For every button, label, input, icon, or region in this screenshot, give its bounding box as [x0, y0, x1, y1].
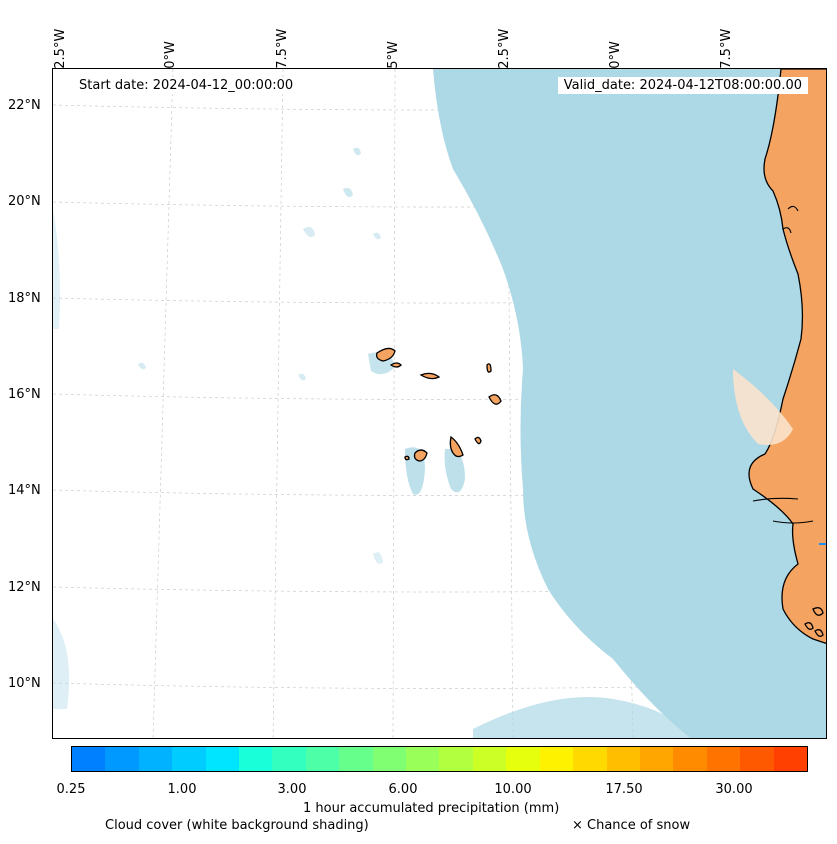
- meridian-25w: [392, 69, 396, 738]
- cloud-strip-west-2: [53, 619, 70, 709]
- colorbar-swatch-8: [339, 747, 373, 771]
- lat-label-20n: 20°N: [8, 194, 41, 209]
- island-maio: [474, 436, 482, 445]
- cloud-strip-west-1: [53, 209, 61, 329]
- land-cloud-overlay: [733, 369, 793, 445]
- colorbar-swatch-10: [406, 747, 440, 771]
- island-sal: [486, 363, 492, 373]
- lat-label-18n: 18°N: [8, 291, 41, 306]
- colorbar-tick-0-25: 0.25: [56, 782, 86, 797]
- cloud-speck-2: [343, 187, 353, 197]
- land: [375, 69, 826, 645]
- meridian-30w: [152, 69, 174, 738]
- cloud-speck-6: [138, 362, 146, 370]
- cloud-speck-7: [373, 552, 383, 564]
- cloud-speck-1: [353, 147, 361, 156]
- colorbar-label: 1 hour accumulated precipitation (mm): [303, 801, 560, 816]
- colorbar-tick-1-00: 1.00: [167, 782, 197, 797]
- lat-label-12n: 12°N: [8, 580, 41, 595]
- cloud-speck-5: [298, 373, 306, 381]
- map-panel: Start date: 2024-04-12_00:00:00 Valid_da…: [52, 68, 827, 739]
- cloud-mass-east: [433, 69, 826, 738]
- land-features: [733, 369, 793, 445]
- lat-label-10n: 10°N: [8, 676, 41, 691]
- snow-caption: × Chance of snow: [572, 818, 691, 833]
- cloud-patch-santiago: [444, 448, 465, 493]
- colorbar-swatch-1: [105, 747, 139, 771]
- lat-label-22n: 22°N: [8, 98, 41, 113]
- island-santiago: [449, 435, 464, 458]
- island-fogo: [413, 449, 428, 462]
- colorbar-tick-30-00: 30.00: [715, 782, 753, 797]
- map-canvas: [53, 69, 826, 738]
- colorbar-tick-17-50: 17.50: [605, 782, 643, 797]
- gambia-river: [752, 497, 799, 502]
- colorbar-swatch-12: [472, 747, 507, 771]
- island-brava: [404, 455, 410, 461]
- colorbar-swatch-20: [740, 747, 774, 771]
- cloud-speck-3: [303, 227, 315, 237]
- cloud-cover-shading: [53, 69, 826, 738]
- cloud-lobe-south: [473, 697, 692, 738]
- colorbar-swatch-17: [639, 747, 674, 771]
- lat-label-16n: 16°N: [8, 387, 41, 402]
- colorbar-swatch-13: [506, 747, 540, 771]
- lat-label-14n: 14°N: [8, 483, 41, 498]
- meridian-22-5w: [506, 69, 514, 738]
- island-santo-antao: [375, 347, 396, 362]
- inlet-1: [787, 205, 799, 212]
- colorbar-swatch-19: [706, 747, 741, 771]
- start-date-label: Start date: 2024-04-12_00:00:00: [73, 77, 300, 94]
- colorbar-swatch-15: [573, 747, 607, 771]
- colorbar-swatch-2: [138, 747, 173, 771]
- island-sao-nicolau: [419, 372, 441, 380]
- colorbar-swatch-3: [172, 747, 206, 771]
- casamance-river: [772, 520, 814, 524]
- colorbar-swatch-16: [606, 747, 640, 771]
- colorbar-tick-3-00: 3.00: [277, 782, 307, 797]
- valid-date-label: Valid_date: 2024-04-12T08:00:00.00: [557, 77, 808, 94]
- colorbar-swatch-18: [673, 747, 707, 771]
- bijagos-islands-1: [812, 607, 824, 616]
- island-boa-vista: [488, 394, 502, 405]
- colorbar-swatch-14: [539, 747, 574, 771]
- bijagos-islands-2: [804, 622, 814, 630]
- colorbar-swatch-5: [239, 747, 273, 771]
- bijagos-islands-3: [814, 629, 824, 637]
- colorbar-swatch-6: [272, 747, 306, 771]
- colorbar-swatch-7: [305, 747, 340, 771]
- island-sao-vicente: [389, 362, 402, 368]
- colorbar-swatch-0: [72, 747, 106, 771]
- coast-details: [752, 205, 814, 524]
- colorbar-swatch-4: [205, 747, 240, 771]
- colorbar-swatch-21: [773, 747, 807, 771]
- colorbar-tick-6-00: 6.00: [388, 782, 418, 797]
- west-africa-coast: [748, 69, 826, 645]
- meridian-27-5w: [272, 69, 284, 738]
- inlet-2: [782, 227, 792, 234]
- colorbar-swatch-9: [372, 747, 407, 771]
- cloud-cover-caption: Cloud cover (white background shading): [105, 818, 369, 833]
- cloud-speck-4: [373, 232, 381, 240]
- colorbar-tick-10-00: 10.00: [494, 782, 532, 797]
- colorbar-swatch-11: [439, 747, 473, 771]
- precipitation-colorbar: [71, 746, 808, 772]
